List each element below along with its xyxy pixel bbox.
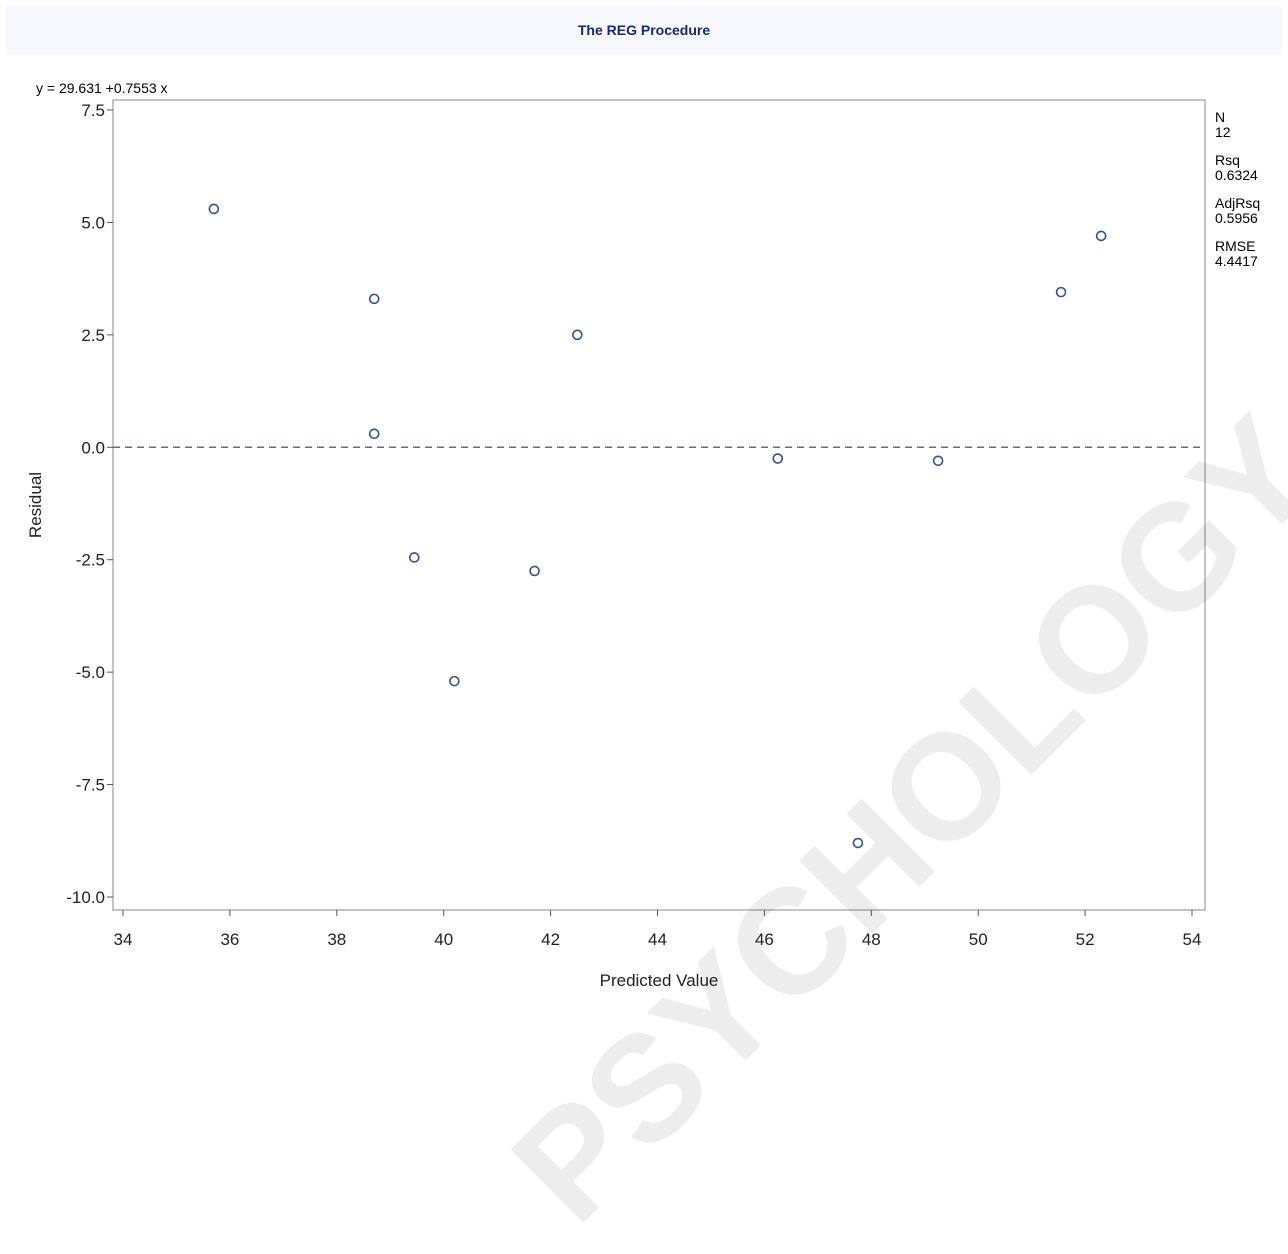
x-tick-label: 50 xyxy=(969,930,988,949)
residual-point xyxy=(1095,230,1107,242)
x-axis-label: Predicted Value xyxy=(600,971,719,990)
procedure-title: The REG Procedure xyxy=(577,22,711,38)
x-tick-label: 36 xyxy=(220,930,239,949)
stat-label: Rsq xyxy=(1215,152,1240,168)
x-tick-label: 54 xyxy=(1183,930,1202,949)
procedure-header: The REG Procedure xyxy=(6,6,1282,54)
y-tick-label: 5.0 xyxy=(81,213,105,232)
stat-value: 0.5956 xyxy=(1215,210,1258,226)
regression-equation: y = 29.631 +0.7553 x xyxy=(36,80,168,96)
y-axis-label: Residual xyxy=(26,472,45,538)
y-tick-label: 0.0 xyxy=(81,438,105,457)
residual-point xyxy=(572,329,583,341)
plot-frame xyxy=(112,99,1206,911)
x-tick-label: 34 xyxy=(114,930,133,949)
residual-point xyxy=(449,675,460,687)
y-tick-label: -2.5 xyxy=(76,551,105,570)
x-tick-label: 40 xyxy=(434,930,453,949)
residual-point xyxy=(1055,286,1067,298)
x-tick-label: 38 xyxy=(327,930,346,949)
y-tick-label: 7.5 xyxy=(81,101,105,120)
residual-plot: -10.0 -7.5 -5.0 -2.5 0.0 2.5 5.0 7.5 34 36 38 40 42… xyxy=(26,80,1260,990)
stat-value: 4.4417 xyxy=(1215,253,1258,269)
residual-point xyxy=(772,453,784,464)
y-tick-label: -10.0 xyxy=(66,888,105,907)
stat-label: AdjRsq xyxy=(1215,195,1260,211)
stat-label: RMSE xyxy=(1215,238,1255,254)
stat-value: 12 xyxy=(1215,124,1231,140)
residual-point xyxy=(208,203,220,215)
residual-point xyxy=(529,565,540,577)
residual-point xyxy=(852,837,864,849)
y-tick-label: -7.5 xyxy=(76,776,105,795)
residual-point xyxy=(368,428,380,440)
x-tick-label: 44 xyxy=(648,930,667,949)
x-tick-label: 48 xyxy=(862,930,881,949)
x-tick-label: 42 xyxy=(541,930,560,949)
y-tick-label: -5.0 xyxy=(76,663,105,682)
stat-value: 0.6324 xyxy=(1215,167,1258,183)
y-tick-label: 2.5 xyxy=(81,326,105,345)
residual-point xyxy=(932,455,944,467)
x-tick-label: 52 xyxy=(1076,930,1095,949)
residual-point xyxy=(368,293,380,305)
x-tick-label: 46 xyxy=(755,930,774,949)
stat-label: N xyxy=(1215,109,1225,125)
residual-point xyxy=(409,552,420,563)
